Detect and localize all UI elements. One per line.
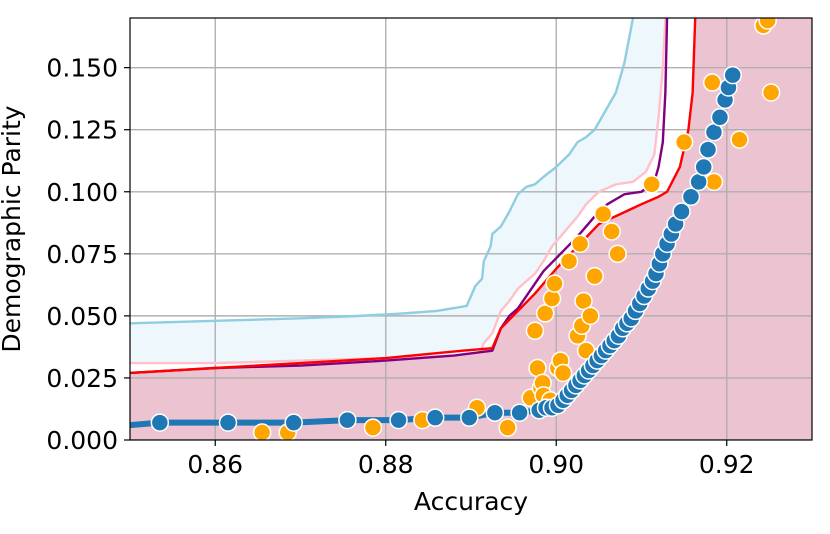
scatter-point-27 <box>593 204 613 224</box>
scatter-point-12 <box>535 304 555 323</box>
y-tick-label-6: 0.150 <box>46 54 118 83</box>
scatter-point-14 <box>542 289 562 308</box>
scatter-point-26 <box>585 266 604 286</box>
scatter-point-36 <box>758 18 777 30</box>
frontier-point-43 <box>681 187 701 206</box>
scatter-point-25 <box>581 306 600 326</box>
plot-frame <box>129 17 813 441</box>
frontier-point-45 <box>694 157 713 177</box>
scatter-point-29 <box>608 244 627 264</box>
y-tick-label-0: 0.000 <box>46 426 118 455</box>
series-line-2 <box>130 18 669 375</box>
scatter-point-32 <box>703 73 722 92</box>
x-tick-label-3: 0.92 <box>699 450 755 479</box>
scatter-point-31 <box>674 132 694 152</box>
y-tick-label-1: 0.025 <box>46 364 118 393</box>
frontier-point-51 <box>723 65 742 85</box>
y-tick-label-3: 0.075 <box>46 240 118 269</box>
y-tick-label-4: 0.100 <box>46 178 118 207</box>
frontier-point-1 <box>150 413 170 432</box>
x-axis-label: Accuracy <box>414 487 528 516</box>
scatter-point-28 <box>602 222 621 241</box>
scatter-point-0 <box>252 423 272 440</box>
scatter-point-21 <box>570 234 590 254</box>
scatter-point-2 <box>363 418 383 437</box>
scatter-point-15 <box>545 274 564 293</box>
scatter-point-33 <box>704 172 724 192</box>
frontier-point-42 <box>672 202 691 221</box>
frontier-point-2 <box>218 413 238 432</box>
scatter-point-5 <box>498 418 517 437</box>
series-line-0 <box>130 18 635 325</box>
frontier-point-7 <box>460 408 479 427</box>
x-tick-label-0: 0.86 <box>187 450 243 479</box>
frontier-point-6 <box>425 408 445 427</box>
x-tick-label-1: 0.88 <box>358 450 414 479</box>
x-axis-ticks: 0.86 0.88 0.90 0.92 <box>187 440 755 479</box>
scatter-point-23 <box>574 291 593 311</box>
scatter-point-18 <box>553 363 573 383</box>
frontier-point-9 <box>510 403 529 422</box>
scatter-point-34 <box>730 130 749 149</box>
frontier-point-5 <box>389 410 408 430</box>
frontier-point-46 <box>698 140 718 159</box>
pink-region <box>130 18 812 440</box>
y-axis-label: Demographic Parity <box>0 105 26 352</box>
scatter-point-7 <box>525 321 545 341</box>
frontier-point-3 <box>284 413 303 432</box>
frontier-point-48 <box>710 108 730 127</box>
frontier-point-8 <box>485 403 505 422</box>
y-tick-label-2: 0.050 <box>46 302 118 331</box>
scatter-point-19 <box>559 252 579 271</box>
shaded-regions <box>130 18 812 440</box>
x-tick-label-2: 0.90 <box>528 450 584 479</box>
series-markers <box>150 18 781 440</box>
y-axis-ticks: 0.000 0.025 0.050 0.075 0.100 0.125 0.150 <box>46 54 130 455</box>
y-tick-label-5: 0.125 <box>46 116 118 145</box>
scatter-point-37 <box>761 83 781 102</box>
scatter-point-30 <box>642 175 661 194</box>
plot-area <box>130 18 812 440</box>
frontier-point-4 <box>338 410 357 430</box>
band-region-0 <box>130 18 666 364</box>
